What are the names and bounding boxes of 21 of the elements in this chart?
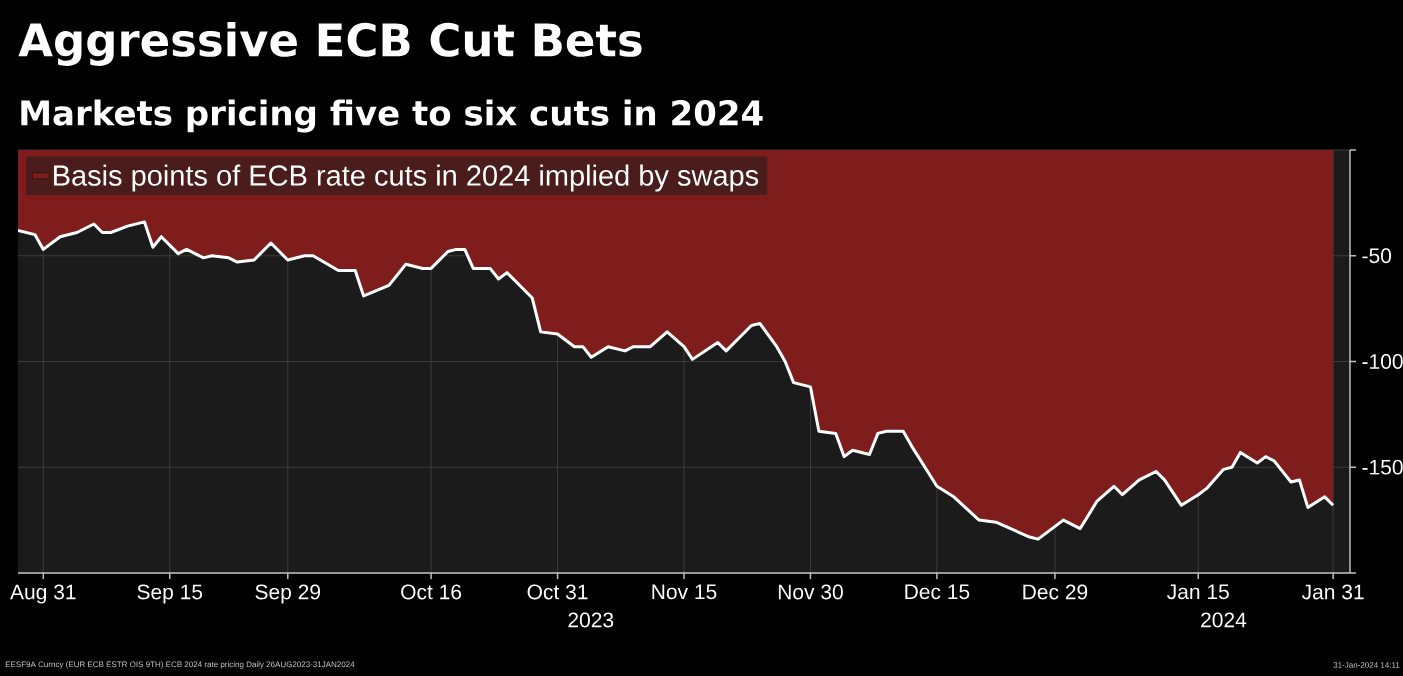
x-tick-label: Jan 31 [1301,584,1364,600]
x-tick-label: Jan 15 [1167,584,1229,600]
chart-subtitle: Markets pricing five to six cuts in 2024 [21,99,763,133]
x-tick-label: Nov 30 [778,584,843,600]
series-label: Basis points of ECB rate cuts in 2024 implied by swaps [54,164,759,192]
x-tick-label: Nov 15 [652,584,717,600]
x-tick-label: Dec 29 [1023,584,1088,600]
x-tick-label: Oct 31 [527,584,588,600]
text: 2023 [568,612,614,628]
x-tick-label: Sep 29 [255,584,321,604]
y-tick-label: -50 [1362,248,1392,264]
x-tick-label: Aug 31 [10,584,76,604]
y-tick-label: -150 [1362,459,1403,475]
x-tick-label: Dec 15 [905,584,970,600]
y-tick-label: -100 [1362,354,1403,369]
chart-title: Aggressive ECB Cut Bets [18,22,642,66]
x-tick-label: Sep 15 [137,584,203,604]
text: 31-Jan-2024 14:11 [1333,662,1400,668]
text: 2024 [1201,612,1247,628]
x-tick-label: Oct 16 [401,584,462,600]
text: EESF9A Curncy (EUR ECB ESTR OIS 9TH) ECB 2024 rate pricing Daily 26AUG2023-31JAN2024 [5,661,355,669]
